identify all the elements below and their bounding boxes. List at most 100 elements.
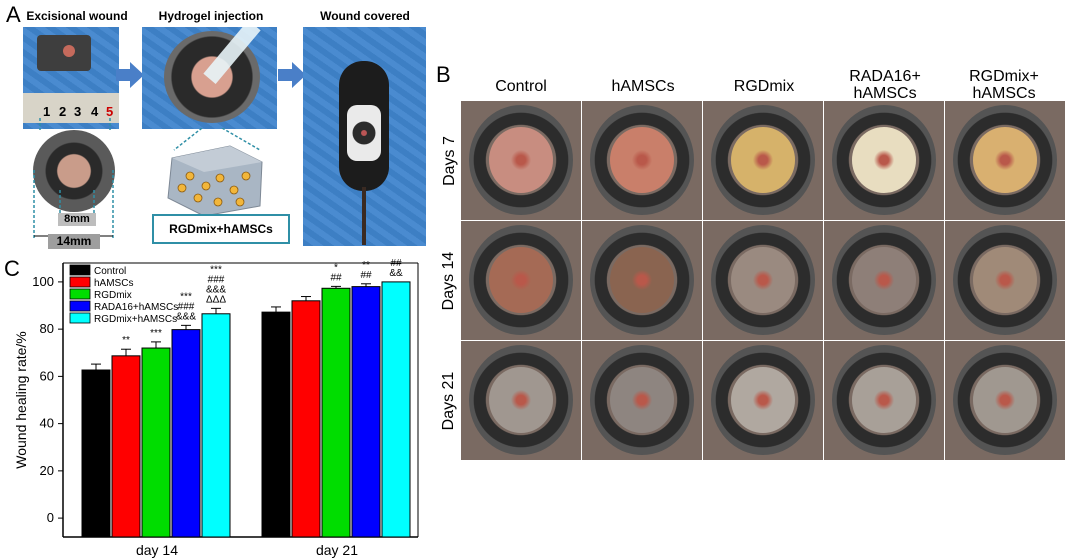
wound-photo-cell [461,101,581,220]
ruler-number-3: 3 [74,104,82,119]
row-label-days7: Days 7 [441,136,458,186]
y-tick-label: 100 [32,274,54,289]
silicone-splint-ring [469,105,573,215]
wound-photo-cell [461,221,581,340]
x-category-label: day 21 [316,542,358,558]
y-tick-label: 60 [40,368,54,383]
significance-mark: ** [392,255,400,259]
row-label-days14: Days 14 [440,251,457,311]
dimension-8mm-label: 8mm [58,213,96,226]
wound-photo-cell [703,101,823,220]
panel-b-letter: B [436,62,451,87]
y-tick-label: 0 [47,510,54,525]
significance-mark: *** [180,291,192,302]
significance-mark: *** [150,328,162,339]
column-label-rada16-hamscs: RADA16+ hAMSCs [849,68,921,102]
column-label-rgdmix-hamscs: RGDmix+ hAMSCs [969,68,1039,102]
legend-swatch [69,312,91,324]
significance-mark: ## [360,270,372,281]
silicone-splint-ring [953,225,1057,335]
y-tick-label: 80 [40,321,54,336]
silicone-splint-ring [832,225,936,335]
wound-photo-cell [582,221,702,340]
bar-rgdmix [141,347,171,538]
bar-hamscs [111,355,141,538]
legend-label: RADA16+hAMSCs [94,302,178,313]
legend-label: RGDmix+hAMSCs [94,314,177,325]
step-title-injection: Hydrogel injection [158,9,264,23]
legend-swatch [69,288,91,300]
wound-photo-cell [824,221,944,340]
excisional-wound-photo [23,27,119,129]
wound-photo-cell [824,101,944,220]
column-label-control: Control [495,78,547,95]
significance-mark: ** [362,260,370,271]
silicone-splint-ring [711,225,815,335]
legend-label: RGDmix [94,290,132,301]
bar-rgdmix [321,287,351,538]
bar-hamscs [291,300,321,538]
significance-mark: ## [390,258,402,269]
silicone-splint-ring [832,345,936,455]
bar-rada16-hamscs [171,329,201,538]
silicone-splint-ring [953,105,1057,215]
hydrogel-cube-illustration [167,128,263,217]
dimension-14mm-label: 14mm [48,234,100,249]
significance-mark: &&& [176,311,196,322]
significance-mark: ** [122,335,130,346]
legend-swatch [69,264,91,276]
wound-photo-cell [582,101,702,220]
significance-mark: ## [330,272,342,283]
wound-covered-photo [303,27,426,246]
bar-rgdmix-hamscs [201,313,231,538]
wound-spot [63,45,75,57]
wound-photo-cell [703,341,823,460]
hydrogel-label-text: RGDmix+hAMSCs [169,222,273,236]
hydrogel-label-box: RGDmix+hAMSCs [152,214,290,244]
row-label-days21: Days 21 [440,371,457,431]
column-label-rgdmix: RGDmix [733,78,795,95]
y-tick-label: 40 [40,416,54,431]
silicone-splint-ring [590,105,694,215]
significance-mark: ### [208,274,225,285]
step-title-covered: Wound covered [320,9,410,23]
ruler-number-5: 5 [106,104,114,119]
dressing-patch [347,105,381,161]
wound-photo-cell [945,221,1065,340]
ruler-number-4: 4 [91,104,99,119]
wound-ring-closeup [33,130,115,212]
legend-swatch [69,300,91,312]
legend-swatch [69,276,91,288]
bar-rgdmix-hamscs [381,281,411,538]
bar-control [81,369,111,538]
dimension-lines [33,118,114,238]
wound-photo-cell [945,341,1065,460]
silicone-splint-ring [469,345,573,455]
legend-label: hAMSCs [94,278,133,289]
significance-mark: * [334,262,338,273]
bar-control [261,311,291,538]
y-axis-label: Wound healing rate/% [13,331,29,469]
x-category-label: day 14 [136,542,178,558]
ruler [23,93,119,123]
silicone-splint-ring [711,105,815,215]
significance-mark: ### [178,301,195,312]
panel-c-letter: C [4,256,20,281]
silicone-splint-ring [590,345,694,455]
silicone-splint-ring [953,345,1057,455]
silicone-splint-ring [590,225,694,335]
significance-mark: && [389,268,403,279]
ruler-number-1: 1 [43,104,51,119]
column-label-hamscs: hAMSCs [611,78,675,95]
wound-photo-cell [703,221,823,340]
arrow-to-injection [116,62,144,88]
ruler-number-2: 2 [59,104,67,119]
silicone-splint-ring [832,105,936,215]
wound-photo-cell [945,101,1065,220]
significance-mark: &&& [206,284,226,295]
significance-mark: *** [210,264,222,275]
arrow-to-covered [278,62,306,88]
panel-a-letter: A [6,2,21,27]
wound-photo-cell [824,341,944,460]
step-title-excisional: Excisional wound [26,9,128,23]
